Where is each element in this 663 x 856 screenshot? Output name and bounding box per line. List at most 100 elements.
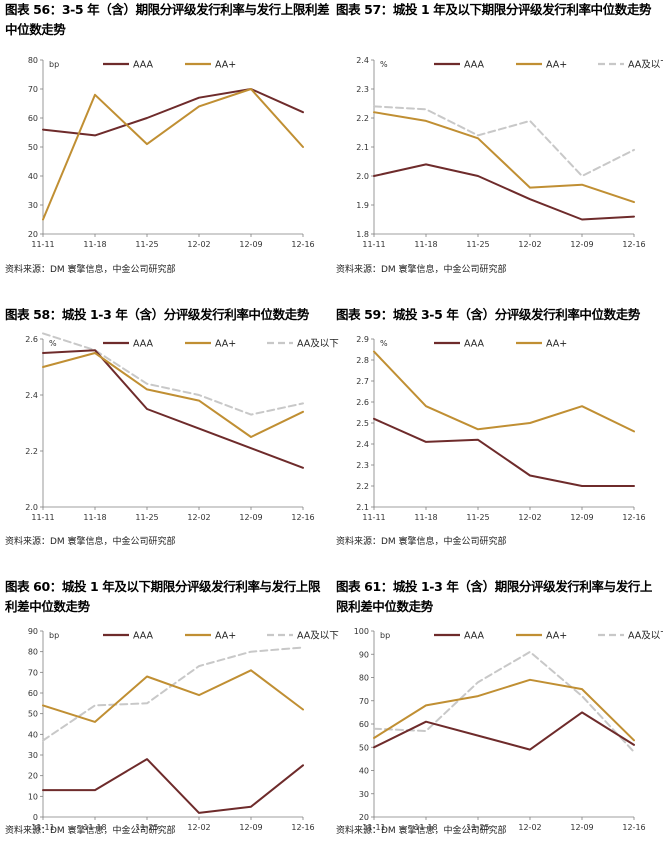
y-tick-label: 80 [28, 56, 38, 65]
y-tick-label: 2.4 [25, 391, 38, 400]
legend-label-aa-plus: AA+ [215, 60, 236, 71]
legend-label-aa-and-below: AA及以下 [628, 631, 663, 642]
y-tick-label: 30 [28, 201, 38, 210]
x-tick-label: 11-25 [135, 513, 158, 522]
x-tick-label: 11-11 [362, 823, 385, 832]
x-tick-label: 12-09 [570, 240, 593, 249]
x-tick-label: 12-09 [570, 513, 593, 522]
x-tick-label: 12-09 [239, 240, 262, 249]
chart-title: 图表 56：3-5 年（含）期限分评级发行利率与发行上限利差中位数走势 [5, 2, 330, 37]
x-tick-label: 11-11 [362, 240, 385, 249]
legend-label-aa-and-below: AA及以下 [297, 631, 339, 642]
y-tick-label: 40 [28, 730, 38, 739]
line-chart: 1.8 1.9 2.0 2.1 2.2 2.3 2.4 % 11-11 11-18 11-25 12-… [356, 56, 663, 249]
x-tick-label: 12-16 [291, 240, 314, 249]
x-tick-label: 12-16 [622, 823, 645, 832]
series-line-aaa [42, 349, 304, 469]
y-tick-label: 2.6 [356, 398, 369, 407]
legend-label-aa-plus: AA+ [546, 60, 567, 71]
unit-label: bp [49, 60, 59, 69]
chart-title: 图表 57：城投 1 年及以下期限分评级发行利率中位数走势 [336, 2, 652, 17]
y-tick-label: 2.2 [356, 114, 369, 123]
x-tick-label: 12-09 [570, 823, 593, 832]
y-tick-label: 80 [28, 648, 38, 657]
series-line-aaa [373, 417, 635, 487]
series-line-aaa [373, 163, 635, 221]
source-note: 资料来源：DM 寰擎信息，中金公司研究部 [5, 537, 176, 547]
legend-label-aa-and-below: AA及以下 [628, 60, 663, 71]
series-line-aa-plus [373, 111, 635, 204]
y-tick-label: 40 [359, 767, 369, 776]
series-line-aa-plus [42, 88, 304, 221]
x-tick-label: 11-18 [83, 823, 106, 832]
x-tick-label: 12-16 [291, 513, 314, 522]
y-tick-label: 2.4 [356, 440, 369, 449]
source-note: 资料来源：DM 寰擎信息，中金公司研究部 [336, 265, 507, 275]
y-tick-label: 2.2 [356, 482, 369, 491]
source-note: 资料来源：DM 寰擎信息，中金公司研究部 [5, 826, 176, 836]
y-tick-label: 60 [28, 114, 38, 123]
y-tick-label: 50 [28, 710, 38, 719]
y-tick-label: 2.8 [356, 356, 369, 365]
y-tick-label: 10 [28, 792, 38, 801]
x-tick-label: 12-16 [622, 240, 645, 249]
series-line-aa-plus [42, 352, 304, 438]
x-tick-label: 11-25 [135, 823, 158, 832]
y-tick-label: 90 [28, 627, 38, 636]
x-tick-label: 12-16 [291, 823, 314, 832]
legend-label-aaa: AAA [133, 60, 154, 71]
x-tick-label: 11-11 [31, 513, 54, 522]
x-tick-label: 11-18 [83, 513, 106, 522]
y-tick-label: 20 [28, 772, 38, 781]
y-tick-label: 1.9 [356, 201, 369, 210]
y-tick-label: 2.4 [356, 56, 369, 65]
legend-label-aa-plus: AA+ [215, 339, 236, 350]
x-tick-label: 11-11 [31, 823, 54, 832]
y-tick-label: 2.1 [356, 143, 369, 152]
x-tick-label: 11-25 [466, 513, 489, 522]
source-note: 资料来源：DM 寰擎信息，中金公司研究部 [336, 826, 507, 836]
legend-label-aa-plus: AA+ [215, 631, 236, 642]
series-line-aaa [42, 88, 304, 137]
y-tick-label: 2.0 [25, 503, 38, 512]
y-tick-label: 90 [359, 650, 369, 659]
x-tick-label: 12-16 [622, 513, 645, 522]
x-tick-label: 11-18 [414, 240, 437, 249]
x-tick-label: 12-02 [518, 513, 541, 522]
x-tick-label: 12-09 [239, 513, 262, 522]
chart-title: 图表 61：城投 1-3 年（含）期限分评级发行利率与发行上限利差中位数走势 [336, 579, 653, 614]
y-tick-label: 30 [28, 751, 38, 760]
source-note: 资料来源：DM 寰擎信息，中金公司研究部 [5, 265, 176, 275]
series-line-aaa [373, 711, 635, 751]
x-tick-label: 11-18 [83, 240, 106, 249]
series-line-aa-and-below [373, 105, 635, 177]
y-tick-label: 50 [28, 143, 38, 152]
y-tick-label: 60 [359, 720, 369, 729]
y-tick-label: 70 [28, 85, 38, 94]
source-note: 资料来源：DM 寰擎信息，中金公司研究部 [336, 537, 507, 547]
y-tick-label: 2.3 [356, 461, 369, 470]
y-tick-label: 100 [354, 627, 369, 636]
chart-title: 图表 59：城投 3-5 年（含）分评级发行利率中位数走势 [336, 307, 640, 322]
legend-label-aa-and-below: AA及以下 [297, 339, 339, 350]
y-tick-label: 70 [28, 668, 38, 677]
y-tick-label: 1.8 [356, 230, 369, 239]
x-tick-label: 11-18 [414, 513, 437, 522]
series-line-aa-plus [373, 350, 635, 433]
legend-label-aaa: AAA [133, 339, 154, 350]
unit-label: bp [380, 631, 390, 640]
chart-title: 图表 58：城投 1-3 年（含）分评级发行利率中位数走势 [5, 307, 309, 322]
legend-label-aaa: AAA [464, 631, 485, 642]
legend-label-aaa: AAA [464, 339, 485, 350]
y-tick-label: 2.7 [356, 377, 369, 386]
y-tick-label: 40 [28, 172, 38, 181]
y-tick-label: 60 [28, 689, 38, 698]
y-tick-label: 2.0 [356, 172, 369, 181]
y-tick-label: 2.5 [356, 419, 369, 428]
x-tick-label: 11-25 [135, 240, 158, 249]
x-tick-label: 12-02 [518, 823, 541, 832]
y-tick-label: 20 [28, 230, 38, 239]
series-line-aa-plus [373, 678, 635, 742]
y-tick-label: 80 [359, 674, 369, 683]
x-tick-label: 12-02 [518, 240, 541, 249]
